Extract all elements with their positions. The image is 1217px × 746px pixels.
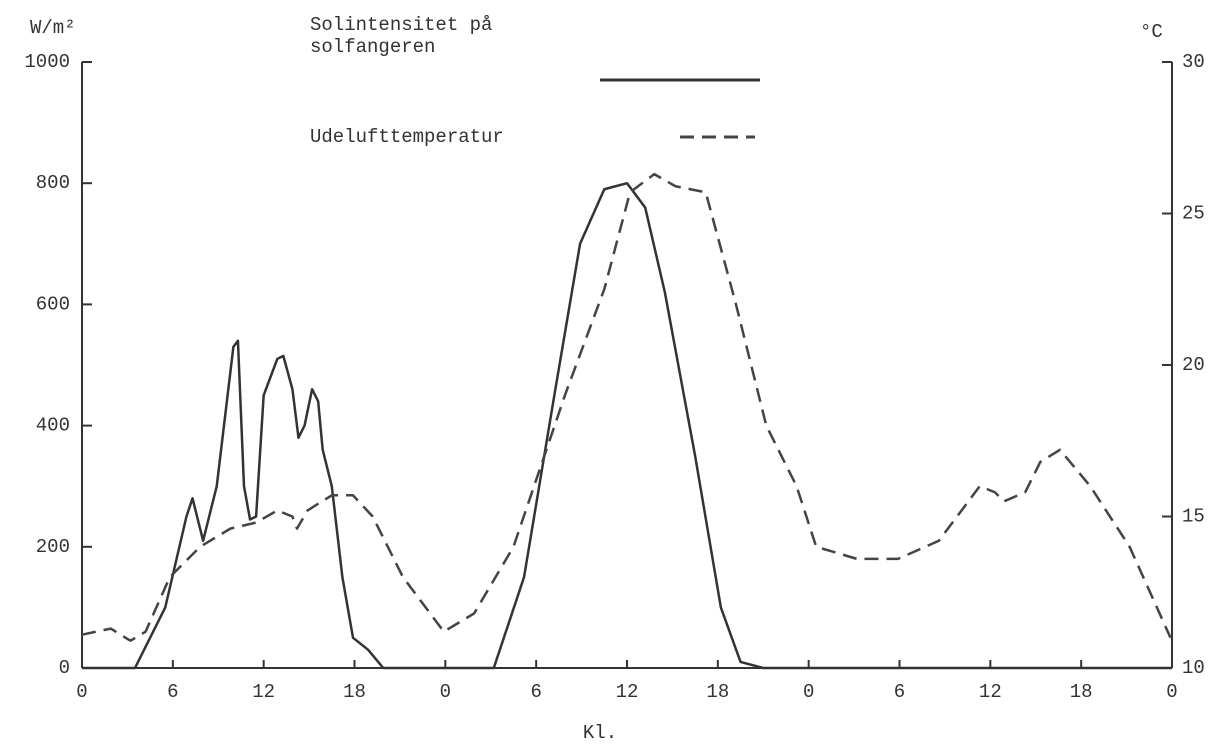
x-tick-label: 6 — [167, 681, 178, 703]
y2-tick-label: 10 — [1182, 657, 1205, 679]
y2-tick-label: 20 — [1182, 354, 1205, 376]
y-tick-label: 600 — [36, 293, 70, 315]
x-tick-label: 18 — [706, 681, 729, 703]
y-tick-label: 0 — [59, 657, 70, 679]
x-tick-label: 12 — [616, 681, 639, 703]
legend-label: Udelufttemperatur — [310, 126, 504, 148]
x-tick-label: 0 — [803, 681, 814, 703]
y-tick-label: 400 — [36, 415, 70, 437]
x-tick-label: 12 — [252, 681, 275, 703]
data-line — [82, 181, 1172, 670]
y-tick-label: 1000 — [24, 51, 70, 73]
x-tick-label: 0 — [76, 681, 87, 703]
legend-label: Solintensitet på solfangeren — [310, 14, 493, 58]
x-tick-label: 18 — [343, 681, 366, 703]
data-line — [81, 172, 1172, 642]
y2-axis-label: °C — [1140, 21, 1163, 43]
x-tick-label: 6 — [894, 681, 905, 703]
y-tick-label: 200 — [36, 536, 70, 558]
y-axis-label: W/m² — [30, 17, 76, 39]
x-tick-label: 18 — [1070, 681, 1093, 703]
y2-tick-label: 15 — [1182, 506, 1205, 528]
x-tick-label: 0 — [1166, 681, 1177, 703]
y2-tick-label: 30 — [1182, 51, 1205, 73]
x-tick-label: 0 — [440, 681, 451, 703]
y-tick-label: 800 — [36, 172, 70, 194]
x-tick-label: 12 — [979, 681, 1002, 703]
y2-tick-label: 25 — [1182, 203, 1205, 225]
x-axis-label: Kl. — [583, 722, 617, 744]
x-tick-label: 6 — [530, 681, 541, 703]
